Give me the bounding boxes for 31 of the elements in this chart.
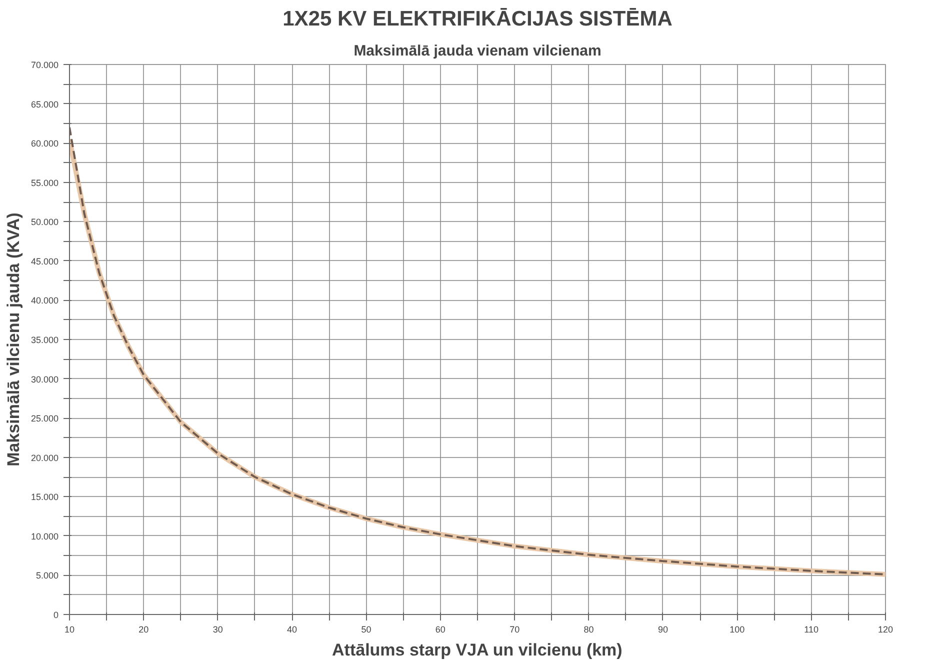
x-tick-label: 60 [435, 624, 446, 634]
chart-subtitle: Maksimālā jauda vienam vilcienam [354, 42, 602, 60]
y-tick-label: 50.000 [30, 217, 59, 228]
y-tick-label: 0 [53, 610, 59, 620]
y-tick-label: 35.000 [30, 335, 59, 345]
y-tick-label: 15.000 [30, 492, 59, 502]
x-tick-label: 90 [658, 624, 668, 634]
x-tick-label: 40 [287, 624, 298, 634]
x-tick-label: 50 [361, 624, 372, 634]
y-tick-label: 60.000 [30, 138, 59, 149]
y-tick-label: 45.000 [30, 256, 59, 266]
chart-title: 1X25 KV ELEKTRIFIKĀCIJAS SISTĒMA [282, 8, 672, 30]
x-tick-label: 110 [804, 624, 819, 634]
y-tick-label: 20.000 [30, 452, 59, 463]
x-tick-label: 120 [878, 624, 894, 634]
x-tick-label: 80 [584, 624, 594, 634]
y-tick-label: 5.000 [36, 570, 59, 581]
y-tick-label: 25.000 [30, 414, 59, 424]
y-tick-label: 55.000 [30, 178, 59, 188]
y-axis-title: Maksimālā vilcienu jauda (KVA) [4, 212, 23, 466]
x-tick-label: 20 [138, 624, 149, 634]
y-tick-label: 70.000 [30, 60, 59, 70]
x-tick-label: 30 [212, 624, 223, 634]
x-tick-label: 10 [64, 624, 75, 634]
y-tick-label: 10.000 [30, 531, 59, 542]
y-tick-label: 30.000 [30, 374, 59, 384]
x-tick-label: 70 [510, 624, 520, 634]
y-tick-label: 65.000 [30, 99, 59, 110]
x-axis-title: Attālums starp VJA un vilcienu (km) [332, 640, 622, 660]
x-tick-label: 100 [730, 624, 745, 634]
y-tick-label: 40.000 [30, 296, 59, 306]
